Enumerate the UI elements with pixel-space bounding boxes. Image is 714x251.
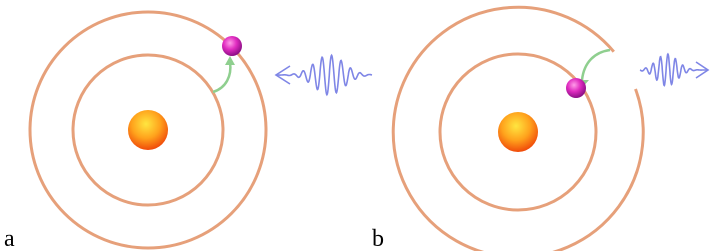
- electron: [222, 36, 242, 56]
- panel-label: b: [372, 226, 384, 251]
- panel-label: a: [4, 226, 15, 251]
- photon-wave: [277, 55, 372, 94]
- transition-arrow: [213, 62, 230, 92]
- panel-a: a: [4, 12, 372, 251]
- nucleus: [128, 110, 168, 150]
- diagram: a b: [0, 0, 714, 251]
- arrow-head: [225, 56, 235, 65]
- panel-b: b: [372, 7, 708, 251]
- nucleus: [498, 112, 538, 152]
- electron: [566, 78, 586, 98]
- photon-wave: [640, 54, 707, 85]
- transition-arrow: [582, 50, 610, 80]
